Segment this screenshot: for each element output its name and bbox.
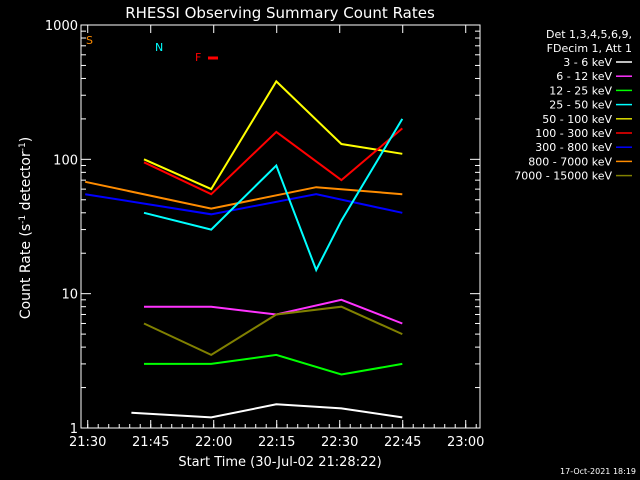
x-tick-label: 22:45 (384, 435, 421, 450)
flag-markers: S N F (86, 34, 218, 64)
legend-entry-label: 25 - 50 keV (549, 99, 612, 112)
x-tick-label: 22:30 (321, 435, 358, 450)
x-tick-label: 21:30 (69, 435, 106, 450)
footer-timestamp: 17-Oct-2021 18:19 (560, 467, 636, 476)
y-tick-label: 10 (61, 288, 78, 303)
legend: Det 1,3,4,5,6,9,FDecim 1, Att 13 - 6 keV… (514, 28, 632, 183)
legend-header-line: Det 1,3,4,5,6,9, (546, 28, 632, 41)
legend-entry-label: 6 - 12 keV (556, 70, 612, 83)
legend-header-line: FDecim 1, Att 1 (547, 42, 632, 55)
series-line-8 (131, 403, 403, 419)
x-tick-label: 21:45 (132, 435, 169, 450)
axis-ticks: 21:30 21:45 22:00 22:15 22:30 22:45 23:00 1 10 10… (45, 19, 485, 450)
series-line-3 (85, 193, 403, 216)
series-layer (84, 79, 404, 419)
y-tick-label: 1000 (45, 19, 78, 34)
legend-entry-label: 3 - 6 keV (563, 56, 612, 69)
chart-title: RHESSI Observing Summary Count Rates (125, 4, 435, 22)
legend-entry-label: 50 - 100 keV (542, 113, 612, 126)
legend-entry-label: 100 - 300 keV (535, 127, 612, 140)
legend-entry-label: 12 - 25 keV (549, 84, 612, 97)
y-tick-label: 100 (53, 153, 78, 168)
flag-f-label: F (195, 51, 201, 64)
legend-entry-label: 800 - 7000 keV (528, 155, 612, 168)
plot-frame (80, 24, 481, 429)
x-tick-label: 22:00 (195, 435, 232, 450)
flag-n-label: N (155, 41, 163, 54)
x-axis-label: Start Time (30-Jul-02 21:28:22) (178, 455, 381, 470)
legend-entry-label: 7000 - 15000 keV (514, 170, 612, 183)
series-line-7 (144, 353, 403, 376)
series-line-4 (143, 118, 404, 273)
y-tick-label: 1 (70, 422, 78, 437)
x-tick-label: 23:00 (447, 435, 484, 450)
series-line-0 (143, 79, 403, 191)
y-axis-label: Count Rate (s-1 detector-1) (18, 137, 34, 319)
flag-s-label: S (86, 34, 93, 47)
x-tick-label: 22:15 (258, 435, 295, 450)
legend-entry-label: 300 - 800 keV (535, 141, 612, 154)
series-line-6 (143, 305, 403, 357)
series-line-1 (143, 127, 403, 196)
